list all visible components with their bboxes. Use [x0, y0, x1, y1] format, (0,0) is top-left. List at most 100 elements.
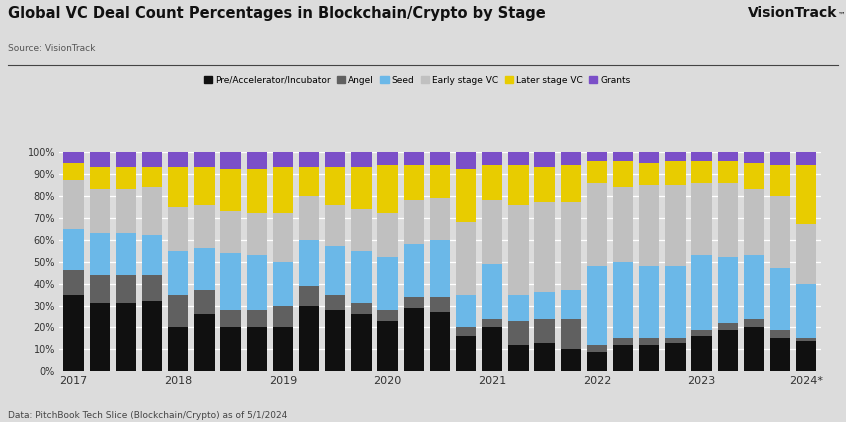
Bar [508, 205, 529, 295]
Bar [535, 203, 555, 292]
Bar [587, 183, 607, 266]
Bar [613, 345, 634, 371]
Bar [535, 167, 555, 203]
Bar [272, 214, 293, 262]
Bar [246, 214, 267, 255]
Bar [325, 310, 345, 371]
Bar [482, 200, 503, 264]
Bar [351, 209, 371, 251]
Bar [142, 301, 162, 371]
Bar [613, 152, 634, 161]
Bar [142, 275, 162, 301]
Bar [561, 165, 581, 203]
Bar [63, 271, 84, 295]
Bar [63, 295, 84, 371]
Bar [796, 225, 816, 284]
Bar [272, 262, 293, 306]
Bar [221, 152, 241, 170]
Bar [535, 319, 555, 343]
Bar [691, 152, 711, 161]
Bar [195, 249, 215, 290]
Bar [770, 165, 790, 196]
Bar [299, 240, 319, 286]
Bar [796, 165, 816, 225]
Bar [561, 203, 581, 290]
Bar [299, 196, 319, 240]
Bar [272, 152, 293, 167]
Bar [90, 303, 110, 371]
Bar [508, 345, 529, 371]
Bar [456, 336, 476, 371]
Bar [404, 200, 424, 244]
Bar [325, 295, 345, 310]
Bar [744, 255, 764, 319]
Bar [456, 327, 476, 336]
Bar [665, 152, 685, 161]
Bar [691, 330, 711, 336]
Bar [770, 152, 790, 165]
Bar [561, 290, 581, 319]
Bar [351, 303, 371, 314]
Bar [351, 167, 371, 209]
Bar [142, 152, 162, 167]
Bar [587, 352, 607, 371]
Bar [717, 183, 738, 257]
Bar [691, 161, 711, 183]
Bar [665, 185, 685, 266]
Bar [587, 152, 607, 161]
Bar [377, 152, 398, 165]
Bar [796, 338, 816, 341]
Bar [142, 167, 162, 187]
Bar [221, 170, 241, 211]
Bar [377, 165, 398, 214]
Bar [508, 321, 529, 345]
Bar [717, 257, 738, 323]
Bar [168, 152, 189, 167]
Bar [90, 233, 110, 275]
Bar [639, 338, 659, 345]
Bar [430, 198, 450, 240]
Bar [116, 152, 136, 167]
Bar [168, 207, 189, 251]
Bar [561, 152, 581, 165]
Bar [299, 152, 319, 167]
Bar [456, 222, 476, 295]
Bar [796, 341, 816, 371]
Bar [168, 251, 189, 295]
Bar [430, 312, 450, 371]
Bar [116, 233, 136, 275]
Bar [351, 152, 371, 167]
Bar [116, 189, 136, 233]
Bar [299, 286, 319, 306]
Bar [535, 343, 555, 371]
Bar [430, 240, 450, 297]
Bar [691, 183, 711, 255]
Bar [404, 297, 424, 308]
Bar [63, 152, 84, 163]
Bar [770, 330, 790, 338]
Bar [195, 290, 215, 314]
Bar [90, 152, 110, 167]
Bar [246, 327, 267, 371]
Bar [613, 338, 634, 345]
Bar [535, 292, 555, 319]
Bar [717, 323, 738, 330]
Bar [377, 257, 398, 310]
Bar [691, 255, 711, 330]
Bar [63, 229, 84, 271]
Bar [639, 185, 659, 266]
Bar [665, 338, 685, 343]
Text: Global VC Deal Count Percentages in Blockchain/Crypto by Stage: Global VC Deal Count Percentages in Bloc… [8, 6, 547, 22]
Bar [116, 167, 136, 189]
Bar [508, 152, 529, 165]
Bar [272, 167, 293, 214]
Text: Data: PitchBook Tech Slice (Blockchain/Crypto) as of 5/1/2024: Data: PitchBook Tech Slice (Blockchain/C… [8, 411, 288, 420]
Text: VisionTrack: VisionTrack [748, 6, 838, 20]
Bar [272, 306, 293, 327]
Bar [796, 284, 816, 338]
Bar [325, 152, 345, 167]
Bar [299, 167, 319, 196]
Bar [744, 152, 764, 163]
Bar [482, 264, 503, 319]
Bar [456, 295, 476, 327]
